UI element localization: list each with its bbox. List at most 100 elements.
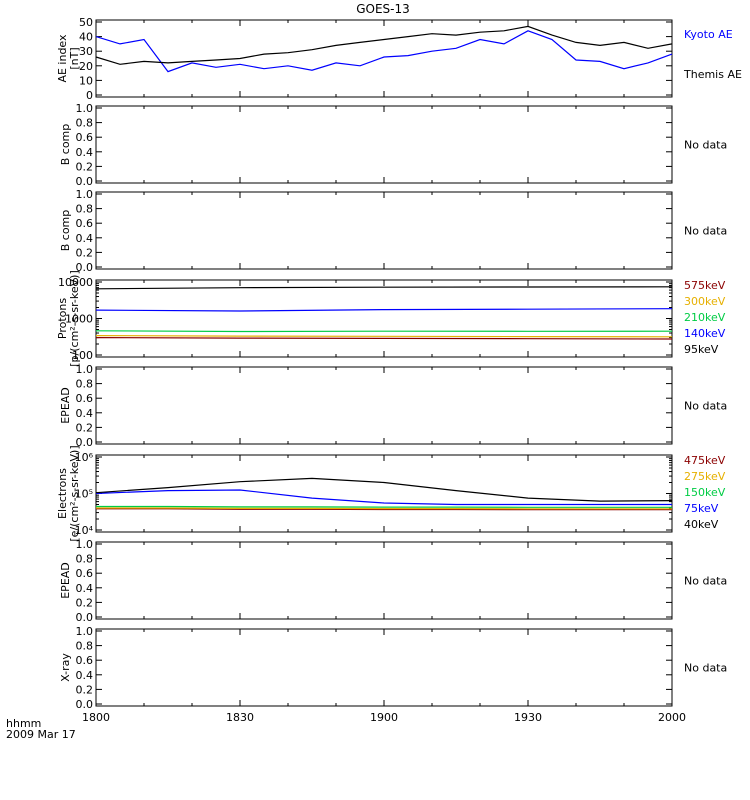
no-data-label: No data [684, 400, 727, 413]
panel-bcomp2: 0.0 0.20.4 0.60.8 1.0 B comp No data [59, 188, 727, 274]
x-tick-label: 1830 [226, 711, 254, 724]
y-tick-label: 0.2 [76, 160, 94, 173]
y-tick-label: 10000 [58, 276, 93, 289]
y-tick-label: 0.4 [76, 232, 94, 245]
y-axis-label: [nT] [68, 47, 81, 69]
y-tick-label: 0.2 [76, 421, 94, 434]
y-axis-label: X-ray [59, 653, 72, 682]
legend-entry: Themis AE [683, 68, 742, 81]
y-tick-label: 50 [79, 16, 93, 29]
panel-frame [95, 454, 673, 533]
y-tick-label: 0.0 [76, 436, 94, 449]
panel-frame [95, 105, 673, 184]
x-axis-label-hhmm: hhmm [6, 717, 41, 730]
y-axis-label: Electrons [56, 468, 69, 519]
y-tick-label: 0.0 [76, 611, 94, 624]
y-tick-label: 0.4 [76, 582, 94, 595]
series-line-210kev [95, 330, 673, 333]
y-axis-label: Protons [56, 298, 69, 339]
y-tick-label: 0.0 [76, 261, 94, 274]
series-line-575kev [95, 337, 673, 340]
y-tick-label: 1.0 [76, 363, 94, 376]
series-line-275kev [96, 507, 672, 510]
panel-electrons: 10⁴ 10⁵ 10⁶ Electrons [e/(cm²-s-sr-keV)] 475k… [56, 445, 726, 541]
y-tick-label: 0.4 [76, 407, 94, 420]
legend-entry: 475keV [684, 454, 726, 467]
legend-entry: 75keV [684, 502, 719, 515]
legend-entry: 140keV [684, 327, 726, 340]
y-tick-label: 0.0 [76, 175, 94, 188]
legend-entry: 300keV [684, 295, 726, 308]
y-tick-label: 10⁶ [75, 451, 94, 464]
panel-frame [95, 628, 673, 707]
y-tick-label: 1.0 [76, 102, 94, 115]
y-tick-label: 1.0 [76, 538, 94, 551]
legend-entry: Kyoto AE [684, 28, 733, 41]
y-tick-label: 0.2 [76, 596, 94, 609]
x-tick-label: 1930 [514, 711, 542, 724]
no-data-label: No data [684, 139, 727, 152]
y-axis-label: [p/(cm²-s-sr-keV)] [68, 270, 81, 367]
series-line-themis-ae [95, 25, 673, 65]
y-tick-label: 100 [72, 349, 93, 362]
y-tick-label: 1.0 [76, 188, 94, 201]
series-line-150kev [96, 505, 672, 508]
y-tick-label: 0.2 [76, 246, 94, 259]
y-axis-label: AE index [56, 34, 69, 83]
y-tick-label: 10 [79, 74, 93, 87]
panel-frame [95, 366, 673, 445]
series-line-140kev [95, 308, 673, 312]
legend-entry: 210keV [684, 311, 726, 324]
y-tick-label: 0.2 [76, 683, 94, 696]
y-tick-label: 0.8 [76, 117, 94, 130]
series-line-475kev [96, 508, 672, 511]
panel-protons: 100 1000 10000 Protons [p/(cm²-s-sr-keV)] 575… [56, 270, 726, 367]
no-data-label: No data [684, 662, 727, 675]
panel-bcomp1: 0.0 0.20.4 0.60.8 1.0 B comp No data [59, 102, 727, 188]
y-tick-label: 0.4 [76, 146, 94, 159]
panel-frame [95, 191, 673, 270]
y-axis-label: B comp [59, 124, 72, 166]
panel-epead2: 0.0 0.20.4 0.60.8 1.0 EPEAD No data [59, 538, 727, 624]
y-tick-label: 0.8 [76, 640, 94, 653]
y-tick-label: 0 [86, 89, 93, 102]
panel-frame [95, 19, 673, 98]
legend-entry: 40keV [684, 518, 719, 531]
y-tick-label: 0.8 [76, 553, 94, 566]
y-tick-label: 0.6 [76, 392, 94, 405]
panel-frame [95, 541, 673, 620]
y-axis-label: [e/(cm²-s-sr-keV)] [68, 445, 81, 541]
y-tick-label: 0.6 [76, 567, 94, 580]
y-tick-label: 0.4 [76, 669, 94, 682]
x-axis: 1800 1830 1900 1930 2000 [82, 711, 686, 724]
y-tick-label: 0.6 [76, 654, 94, 667]
legend-entry: 95keV [684, 343, 719, 356]
panel-frame [95, 279, 673, 358]
y-tick-label: 10⁵ [75, 488, 93, 501]
series-line-95kev [95, 286, 673, 290]
y-tick-label: 10⁴ [75, 524, 94, 537]
y-axis-label: B comp [59, 210, 72, 252]
y-tick-label: 1.0 [76, 625, 94, 638]
panel-epead1: 0.0 0.20.4 0.60.8 1.0 EPEAD No data [59, 363, 727, 449]
x-tick-label: 1800 [82, 711, 110, 724]
panel-xray: 0.0 0.20.4 0.60.8 1.0 X-ray No data [59, 625, 727, 711]
legend-entry: 575keV [684, 279, 726, 292]
series-line-300kev [95, 335, 673, 338]
y-tick-label: 20 [79, 60, 93, 73]
no-data-label: No data [684, 225, 727, 238]
series-line-40kev [95, 477, 673, 502]
chart-title: GOES-13 [356, 2, 410, 16]
y-tick-label: 0.6 [76, 217, 94, 230]
y-axis-label: EPEAD [59, 562, 72, 599]
y-tick-label: 0.8 [76, 378, 94, 391]
y-tick-label: 0.0 [76, 698, 94, 711]
y-tick-label: 1000 [65, 313, 93, 326]
y-tick-label: 0.6 [76, 131, 94, 144]
x-tick-label: 2000 [658, 711, 686, 724]
y-tick-label: 0.8 [76, 203, 94, 216]
legend-entry: 275keV [684, 470, 726, 483]
